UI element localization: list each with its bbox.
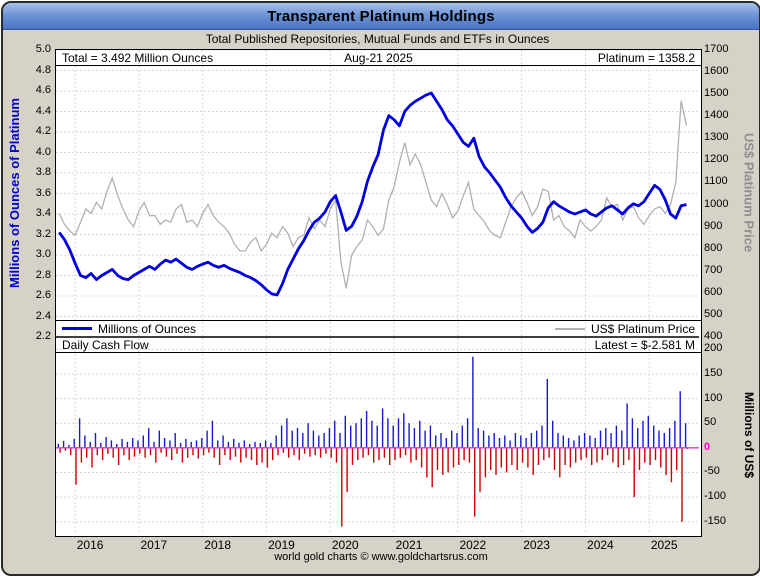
- cashflow-axis-tick: -50: [704, 465, 720, 478]
- y-left-tick: 2.2: [35, 330, 51, 342]
- y-left-tick: 3.4: [35, 207, 51, 219]
- y-right-tick: 1700: [704, 43, 729, 55]
- legend-label-price: US$ Platinum Price: [590, 321, 695, 336]
- legend-item-holdings: Millions of Ounces: [62, 322, 196, 336]
- y-left-tick: 4.6: [35, 84, 51, 96]
- cashflow-axis-tick: 50: [704, 416, 717, 429]
- x-axis-tick: 2024: [587, 538, 614, 552]
- holdings-line-swatch: [62, 327, 92, 330]
- cashflow-axis-tick: -150: [704, 514, 727, 527]
- y-left-tick: 4.0: [35, 145, 51, 158]
- cashflow-axis-tick: -100: [704, 490, 727, 503]
- price-annotation: Platinum = 1358.2: [597, 50, 695, 65]
- y-right-tick: 1100: [704, 175, 728, 188]
- title-bar: Transparent Platinum Holdings: [3, 3, 759, 30]
- y-right-tick: 800: [704, 241, 723, 254]
- y-left-tick: 3.2: [35, 227, 51, 240]
- right-axis-title-bottom: Millions of US$: [742, 392, 756, 479]
- cashflow-axis-tick: 200: [704, 342, 723, 355]
- y-right-tick: 1300: [704, 131, 729, 144]
- x-axis-tick: 2021: [395, 538, 423, 552]
- x-axis-tick: 2025: [650, 538, 678, 552]
- y-left-tick: 3.6: [35, 186, 51, 199]
- y-left-tick: 4.8: [35, 63, 51, 76]
- x-axis-tick: 2016: [76, 538, 104, 552]
- x-axis-tick: 2020: [331, 538, 359, 552]
- legend-label-holdings: Millions of Ounces: [98, 321, 197, 336]
- chart-subtitle: Total Published Repositories, Mutual Fun…: [205, 32, 550, 46]
- y-right-tick: 1000: [704, 197, 729, 210]
- y-right-tick: 1200: [704, 153, 729, 166]
- plot-area: Total = 3.492 Million Ounces Aug-21 2025…: [55, 49, 702, 537]
- footer-credit: world gold charts © www.goldchartsrus.co…: [274, 551, 488, 563]
- x-axis-tick: 2022: [459, 538, 487, 552]
- y-left-tick: 3.8: [35, 166, 51, 178]
- x-axis-tick: 2019: [268, 538, 295, 552]
- y-left-tick: 4.4: [35, 104, 51, 117]
- window-title: Transparent Platinum Holdings: [267, 7, 495, 25]
- total-annotation: Total = 3.492 Million Ounces: [62, 50, 214, 65]
- cashflow-axis-tick: 150: [704, 366, 723, 379]
- y-right-tick: 700: [704, 263, 723, 276]
- y-right-tick: 400: [704, 330, 723, 342]
- cashflow-axis-tick: 100: [704, 391, 723, 404]
- y-left-tick: 3.0: [35, 248, 51, 260]
- legend-item-price: US$ Platinum Price: [554, 321, 695, 336]
- y-right-tick: 900: [704, 219, 723, 232]
- x-axis-tick: 2018: [204, 538, 231, 552]
- annotation-band: Total = 3.492 Million Ounces Aug-21 2025…: [56, 50, 701, 66]
- y-right-tick: 1500: [704, 87, 729, 100]
- right-axis-title-top: US$ Platinum Price: [741, 132, 757, 253]
- cashflow-latest: Latest = $-2.581 M: [594, 337, 695, 352]
- y-left-tick: 5.0: [35, 43, 51, 55]
- price-line-swatch: [554, 327, 585, 330]
- y-left-tick: 2.8: [35, 268, 51, 281]
- chart-canvas: [56, 50, 699, 534]
- cashflow-title: Daily Cash Flow: [62, 337, 149, 352]
- cashflow-axis-tick: 0: [704, 440, 711, 453]
- y-right-tick: 1400: [704, 109, 729, 122]
- y-right-tick: 600: [704, 285, 723, 298]
- y-right-tick: 1600: [704, 65, 729, 78]
- x-axis-tick: 2017: [140, 538, 168, 552]
- cashflow-header-band: Daily Cash Flow Latest = $-2.581 M: [56, 337, 701, 353]
- x-axis-tick: 2023: [523, 538, 550, 552]
- y-right-tick: 500: [704, 307, 723, 320]
- legend-band: Millions of Ounces US$ Platinum Price: [56, 320, 701, 336]
- y-left-tick: 4.2: [35, 125, 51, 137]
- y-left-tick: 2.4: [35, 309, 51, 322]
- y-left-tick: 2.6: [35, 289, 51, 301]
